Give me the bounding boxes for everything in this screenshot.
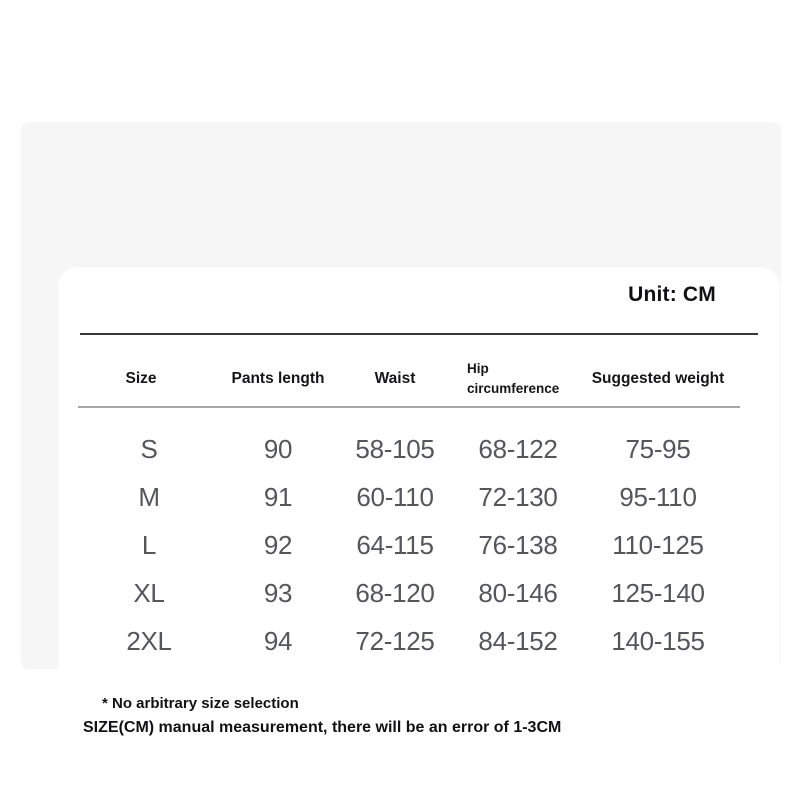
note-size-selection: * No arbitrary size selection [102,695,299,712]
cell-hip-circumference: 84-152 [478,625,558,656]
cell-size: M [138,481,160,512]
cell-suggested-weight: 125-140 [611,577,705,608]
table-row-m: M 91 60-110 72-130 95-110 [58,473,780,521]
size-chart-card: Unit: CM Size Pants length Waist Hip cir… [58,267,780,759]
table-row-2xl: 2XL 94 72-125 84-152 140-155 [58,617,780,665]
cell-waist: 60-110 [356,481,434,512]
cell-suggested-weight: 75-95 [625,433,691,464]
unit-label: Unit: CM [628,283,716,306]
size-chart-panel: Unit: CM Size Pants length Waist Hip cir… [21,122,781,759]
cell-pants-length: 93 [263,577,293,608]
table-row-xl: XL 93 68-120 80-146 125-140 [58,569,780,617]
cell-size: XL [133,577,165,608]
column-header-pants-length: Pants length [231,370,325,388]
cell-waist: 72-125 [355,625,435,656]
table-header-row: Size Pants length Waist Hip circumferenc… [58,353,780,405]
cell-pants-length: 94 [263,625,293,656]
column-header-waist: Waist [374,370,416,388]
divider-header [78,406,740,408]
cell-hip-circumference: 80-146 [478,577,558,608]
cell-pants-length: 90 [263,433,293,464]
column-header-hip-circumference: Hip circumference [467,360,560,396]
cell-waist: 68-120 [355,577,435,608]
cell-waist: 64-115 [356,529,434,560]
cell-pants-length: 91 [263,481,293,512]
cell-suggested-weight: 95-110 [619,481,697,512]
cell-suggested-weight: 140-155 [611,625,705,656]
cell-suggested-weight: 110-125 [612,529,704,560]
cell-hip-circumference: 76-138 [478,529,558,560]
table-row-s: S 90 58-105 68-122 75-95 [58,425,780,473]
cell-hip-circumference: 68-122 [478,433,558,464]
cell-waist: 58-105 [355,433,435,464]
cell-hip-circumference: 72-130 [478,481,558,512]
cell-pants-length: 92 [263,529,293,560]
cell-size: S [140,433,158,464]
divider-top [80,333,758,335]
table-row-l: L 92 64-115 76-138 110-125 [58,521,780,569]
cell-size: L [141,529,157,560]
cell-size: 2XL [126,625,172,656]
column-header-suggested-weight: Suggested weight [591,370,725,388]
table-body: S 90 58-105 68-122 75-95 M 91 60-110 72-… [58,425,780,665]
column-header-size: Size [125,370,157,388]
note-measurement-error: SIZE(CM) manual measurement, there will … [83,719,562,736]
